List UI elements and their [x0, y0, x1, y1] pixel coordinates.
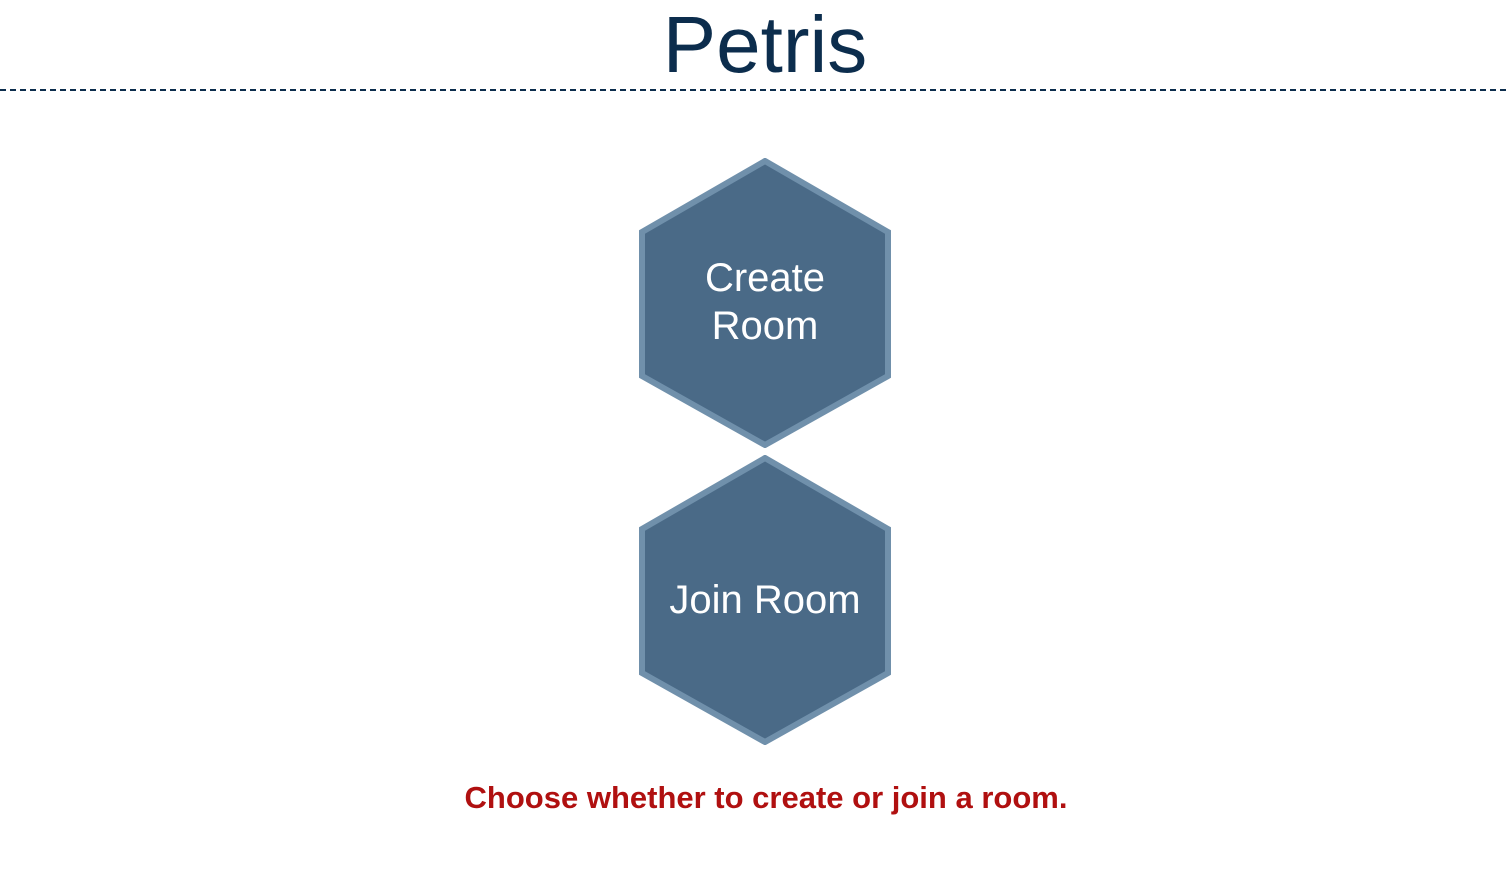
- join-room-hexagon-shape: [639, 455, 891, 745]
- join-room-label: Join Room: [669, 578, 861, 622]
- title-divider: [0, 89, 1506, 91]
- instruction-text: Choose whether to create or join a room.: [464, 780, 1068, 815]
- create-room-label-line2: Room: [711, 304, 819, 348]
- page-title: Petris: [662, 0, 868, 89]
- create-room-hexagon-shape: [639, 158, 891, 448]
- create-room-label: Create Room: [639, 254, 891, 350]
- create-room-label-line1: Create: [704, 256, 826, 300]
- create-room-button[interactable]: Create Room: [639, 158, 891, 448]
- join-room-button[interactable]: Join Room: [639, 455, 891, 745]
